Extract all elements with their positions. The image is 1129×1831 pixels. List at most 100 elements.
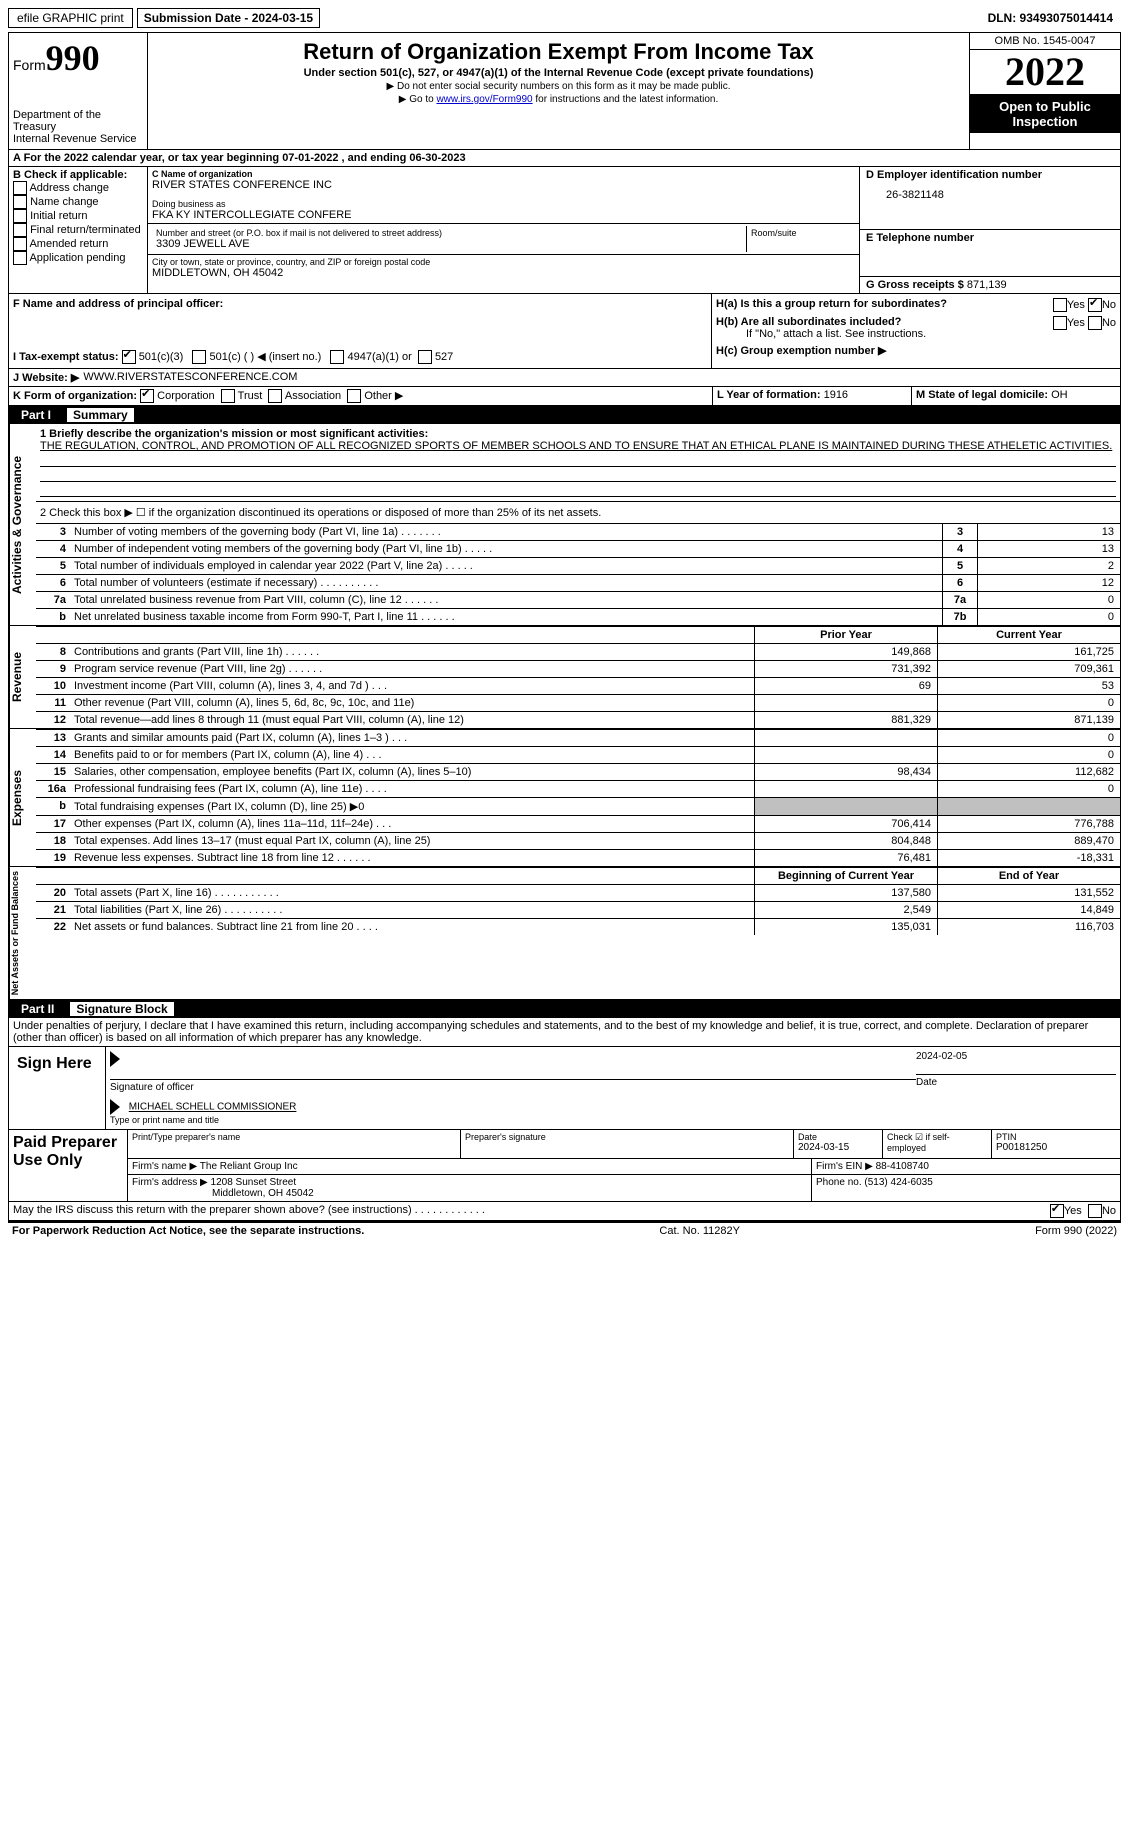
- addr-label: Firm's address ▶: [132, 1177, 208, 1188]
- data-row: 15Salaries, other compensation, employee…: [36, 763, 1120, 780]
- block-b: B Check if applicable: Address change Na…: [9, 167, 148, 293]
- block-f: F Name and address of principal officer:…: [9, 294, 712, 368]
- begin-year: Beginning of Current Year: [754, 868, 937, 884]
- chk-assoc[interactable]: [268, 389, 282, 403]
- block-m: M State of legal domicile: OH: [912, 387, 1120, 405]
- chk-amended[interactable]: Amended return: [13, 237, 143, 251]
- chk-final[interactable]: Final return/terminated: [13, 223, 143, 237]
- chk-other[interactable]: [347, 389, 361, 403]
- hb-label: H(b) Are all subordinates included?: [716, 316, 901, 328]
- opt-trust: Trust: [238, 390, 263, 402]
- side-revenue: Revenue: [9, 626, 36, 728]
- gov-row: 7aTotal unrelated business revenue from …: [36, 591, 1120, 608]
- chk-4947[interactable]: [330, 350, 344, 364]
- street: 3309 JEWELL AVE: [156, 238, 742, 250]
- row-klm: K Form of organization: Corporation Trus…: [9, 387, 1120, 406]
- data-row: 9Program service revenue (Part VIII, lin…: [36, 660, 1120, 677]
- ptin: P00181250: [996, 1142, 1116, 1153]
- efile-button[interactable]: efile GRAPHIC print: [8, 8, 133, 28]
- chk-pending[interactable]: Application pending: [13, 251, 143, 265]
- net-rows: 20Total assets (Part X, line 16) . . . .…: [36, 884, 1120, 935]
- form-note1: ▶ Do not enter social security numbers o…: [152, 81, 965, 92]
- side-governance: Activities & Governance: [9, 424, 36, 625]
- side-expenses: Expenses: [9, 729, 36, 866]
- domicile: OH: [1051, 389, 1068, 401]
- opt-amended: Amended return: [29, 238, 108, 250]
- gov-row: 3Number of voting members of the governi…: [36, 523, 1120, 540]
- chk-501c3[interactable]: [122, 350, 136, 364]
- dept-treasury: Department of the Treasury: [13, 109, 143, 133]
- data-row: 13Grants and similar amounts paid (Part …: [36, 729, 1120, 746]
- rev-head: Prior Year Current Year: [36, 626, 1120, 643]
- prep-name-label: Print/Type preparer's name: [132, 1132, 456, 1142]
- section-netassets: Net Assets or Fund Balances Beginning of…: [9, 867, 1120, 1000]
- discuss-no[interactable]: [1088, 1204, 1102, 1218]
- chk-527[interactable]: [418, 350, 432, 364]
- omb-number: OMB No. 1545-0047: [970, 33, 1120, 50]
- no-lbl: No: [1102, 299, 1116, 311]
- form-frame: Form990 Department of the Treasury Inter…: [8, 32, 1121, 1223]
- opt-final: Final return/terminated: [30, 224, 141, 236]
- opt-527: 527: [435, 351, 453, 363]
- no-lbl2: No: [1102, 317, 1116, 329]
- irs-link[interactable]: www.irs.gov/Form990: [436, 94, 532, 105]
- current-year: Current Year: [937, 627, 1120, 643]
- ha-no[interactable]: [1088, 298, 1102, 312]
- exp-rows: 13Grants and similar amounts paid (Part …: [36, 729, 1120, 866]
- ha-yes[interactable]: [1053, 298, 1067, 312]
- sign-block: Sign Here Signature of officer 2024-02-0…: [9, 1047, 1120, 1130]
- street-row: Number and street (or P.O. box if mail i…: [148, 224, 859, 255]
- gov-row: 6Total number of volunteers (estimate if…: [36, 574, 1120, 591]
- chk-501c[interactable]: [192, 350, 206, 364]
- mission-block: 1 Briefly describe the organization's mi…: [36, 424, 1120, 501]
- chk-corp[interactable]: [140, 389, 154, 403]
- opt-initial: Initial return: [30, 210, 87, 222]
- chk-trust[interactable]: [221, 389, 235, 403]
- gross-val: 871,139: [967, 279, 1007, 291]
- opt-corp: Corporation: [157, 390, 214, 402]
- row-j: J Website: ▶ WWW.RIVERSTATESCONFERENCE.C…: [9, 369, 1120, 387]
- data-row: 8Contributions and grants (Part VIII, li…: [36, 643, 1120, 660]
- data-row: 12Total revenue—add lines 8 through 11 (…: [36, 711, 1120, 728]
- opt-501c: 501(c) ( ) ◀ (insert no.): [210, 351, 322, 363]
- end-year: End of Year: [937, 868, 1120, 884]
- gov-row: bNet unrelated business taxable income f…: [36, 608, 1120, 625]
- website-val: WWW.RIVERSTATESCONFERENCE.COM: [83, 371, 297, 384]
- prep-date: 2024-03-15: [798, 1142, 878, 1153]
- hb-row: H(b) Are all subordinates included? Yes …: [716, 316, 1116, 328]
- gross-cell: G Gross receipts $ 871,139: [860, 277, 1120, 293]
- paperwork-notice: For Paperwork Reduction Act Notice, see …: [12, 1225, 364, 1237]
- side-netassets: Net Assets or Fund Balances: [9, 867, 36, 999]
- preparer-right: Print/Type preparer's name Preparer's si…: [128, 1130, 1120, 1201]
- l-label: L Year of formation:: [717, 389, 821, 401]
- governance-body: 1 Briefly describe the organization's mi…: [36, 424, 1120, 625]
- form-prefix: Form: [13, 57, 46, 73]
- hb-yes[interactable]: [1053, 316, 1067, 330]
- block-h: H(a) Is this a group return for subordin…: [712, 294, 1120, 368]
- block-c: C Name of organization RIVER STATES CONF…: [148, 167, 860, 293]
- firm-phone: (513) 424-6035: [864, 1177, 932, 1188]
- no3: No: [1102, 1205, 1116, 1217]
- section-revenue: Revenue Prior Year Current Year 8Contrib…: [9, 626, 1120, 729]
- data-row: 21Total liabilities (Part X, line 26) . …: [36, 901, 1120, 918]
- chk-name[interactable]: Name change: [13, 195, 143, 209]
- submission-date: Submission Date - 2024-03-15: [137, 8, 320, 28]
- data-row: 14Benefits paid to or for members (Part …: [36, 746, 1120, 763]
- part2-header: Part II Signature Block: [9, 1000, 1120, 1018]
- prep-sig-label: Preparer's signature: [465, 1132, 789, 1142]
- form-number: Form990: [13, 37, 143, 79]
- chk-initial[interactable]: Initial return: [13, 209, 143, 223]
- data-row: 17Other expenses (Part IX, column (A), l…: [36, 815, 1120, 832]
- firm-label: Firm's name ▶: [132, 1161, 197, 1172]
- org-name: RIVER STATES CONFERENCE INC: [152, 179, 855, 191]
- part1-title: Summary: [67, 408, 134, 422]
- discuss-yes[interactable]: [1050, 1204, 1064, 1218]
- ha-row: H(a) Is this a group return for subordin…: [716, 298, 1116, 310]
- section-expenses: Expenses 13Grants and similar amounts pa…: [9, 729, 1120, 867]
- cat-no: Cat. No. 11282Y: [659, 1225, 740, 1237]
- chk-address[interactable]: Address change: [13, 181, 143, 195]
- rev-rows: 8Contributions and grants (Part VIII, li…: [36, 643, 1120, 728]
- hb-no[interactable]: [1088, 316, 1102, 330]
- header-right: OMB No. 1545-0047 2022 Open to Public In…: [970, 33, 1120, 149]
- discuss-q: May the IRS discuss this return with the…: [13, 1204, 485, 1218]
